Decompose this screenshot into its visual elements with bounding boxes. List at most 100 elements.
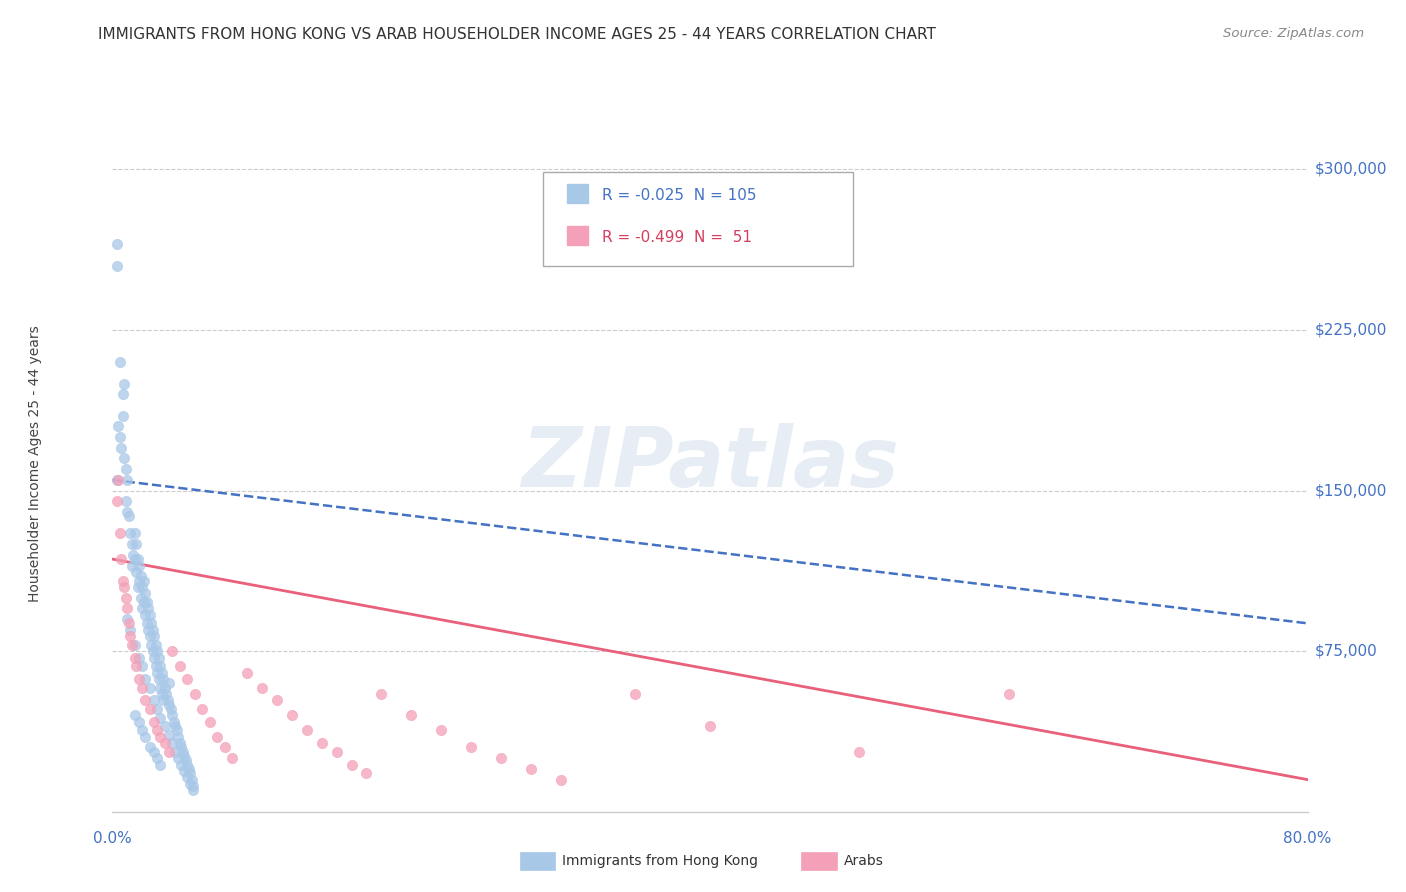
Point (111, 409, 134, 423)
Point (311, 736, 333, 750)
Point (153, 719, 176, 733)
Text: $75,000: $75,000 (1315, 644, 1378, 658)
Point (162, 736, 183, 750)
Point (131, 659, 153, 673)
Point (138, 623, 160, 637)
Text: 0.0%: 0.0% (93, 831, 132, 846)
Point (120, 629, 142, 643)
Point (118, 616, 141, 631)
Text: $150,000: $150,000 (1315, 483, 1386, 498)
Point (149, 659, 172, 673)
Point (460, 740, 482, 755)
Point (169, 736, 191, 750)
Point (132, 574, 155, 588)
Point (105, 473, 128, 487)
Point (117, 601, 139, 615)
Point (699, 719, 721, 733)
Point (153, 681, 176, 695)
Point (117, 505, 139, 519)
Point (124, 552, 146, 566)
Point (108, 355, 131, 369)
Point (162, 708, 183, 723)
Point (520, 762, 543, 776)
Point (143, 714, 166, 729)
Point (624, 687, 647, 701)
Point (170, 740, 193, 755)
Point (134, 607, 156, 622)
Point (128, 672, 150, 686)
Point (143, 745, 166, 759)
Point (139, 702, 162, 716)
Point (167, 730, 190, 744)
Point (356, 766, 378, 780)
Point (124, 526, 146, 541)
Point (115, 462, 138, 476)
Point (121, 638, 143, 652)
Point (120, 526, 142, 541)
Point (122, 548, 145, 562)
Point (127, 552, 149, 566)
Point (157, 728, 180, 742)
Point (131, 580, 153, 594)
Point (340, 757, 363, 772)
Point (176, 757, 198, 772)
Point (150, 687, 173, 701)
Point (401, 708, 423, 723)
Point (105, 494, 128, 508)
Point (114, 580, 135, 594)
Point (143, 650, 166, 665)
Point (174, 753, 197, 767)
Point (325, 745, 347, 759)
Point (173, 749, 195, 764)
Point (114, 376, 135, 391)
Point (124, 638, 146, 652)
Point (105, 237, 128, 252)
Point (180, 772, 202, 787)
Point (143, 629, 166, 643)
Point (157, 745, 180, 759)
Text: R = -0.499  N =  51: R = -0.499 N = 51 (603, 230, 752, 245)
Point (370, 687, 392, 701)
Point (550, 772, 572, 787)
Point (117, 473, 139, 487)
Point (169, 659, 191, 673)
Point (205, 730, 228, 744)
Point (108, 526, 131, 541)
Point (139, 607, 162, 622)
Point (149, 730, 172, 744)
Point (191, 702, 214, 716)
Point (110, 441, 132, 455)
Point (172, 745, 194, 759)
Point (146, 702, 169, 716)
Point (165, 745, 187, 759)
Point (135, 616, 157, 631)
Point (118, 509, 141, 524)
Point (111, 387, 134, 401)
Point (167, 751, 190, 765)
Point (998, 687, 1021, 701)
Bar (567, 226, 588, 244)
Point (135, 595, 157, 609)
Point (156, 693, 179, 707)
Point (173, 764, 195, 778)
Text: IMMIGRANTS FROM HONG KONG VS ARAB HOUSEHOLDER INCOME AGES 25 - 44 YEARS CORRELAT: IMMIGRANTS FROM HONG KONG VS ARAB HOUSEH… (98, 27, 936, 42)
Point (198, 714, 221, 729)
Point (128, 574, 150, 588)
Point (176, 771, 198, 785)
Point (214, 740, 236, 755)
Text: R = -0.025  N = 105: R = -0.025 N = 105 (603, 188, 756, 203)
Point (177, 762, 200, 776)
Point (128, 714, 150, 729)
Point (153, 736, 176, 750)
Point (125, 565, 148, 579)
Point (127, 580, 149, 594)
Point (149, 681, 172, 695)
Point (181, 783, 204, 797)
Point (121, 537, 143, 551)
Point (131, 723, 153, 738)
Point (848, 745, 870, 759)
Point (176, 672, 198, 686)
Point (134, 730, 156, 744)
FancyBboxPatch shape (543, 171, 853, 266)
Point (143, 693, 166, 707)
